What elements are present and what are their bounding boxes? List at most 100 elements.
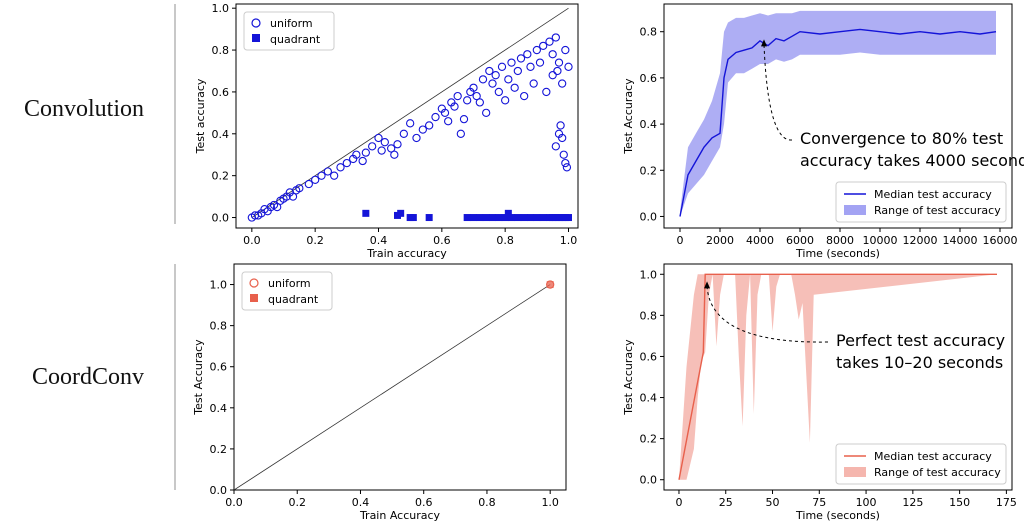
y-tick-label: 0.0	[640, 210, 658, 223]
legend-marker-quadrant	[252, 34, 260, 42]
legend-marker-range	[844, 467, 866, 477]
point-uniform	[539, 41, 548, 51]
legend-label-quadrant: quadrant	[268, 293, 319, 306]
x-tick-label: 0.6	[415, 496, 433, 509]
x-tick-label: 100	[856, 496, 877, 509]
point-uniform	[469, 83, 478, 92]
y-tick-label: 0.2	[640, 433, 658, 446]
plot-frame	[233, 263, 567, 491]
point-quadrant	[533, 214, 541, 222]
x-tick-label: 0.2	[288, 496, 306, 509]
point-uniform	[482, 108, 491, 118]
point-uniform	[418, 125, 427, 134]
point-uniform	[516, 54, 526, 63]
x-tick-label: 0.4	[370, 234, 388, 247]
legend-box	[241, 271, 333, 311]
chart-coord_scatter: 0.0 0.2 0.4 0.6 0.8 1.0 0.0 0.2 0.4 0.6 0.8 1.0 Trai…	[192, 263, 567, 522]
y-tick-label: 0.8	[640, 26, 658, 39]
point-uniform	[551, 142, 560, 151]
plot-frame	[663, 3, 1013, 229]
point-uniform	[368, 142, 377, 151]
x-tick-label: 16000	[983, 234, 1018, 247]
point-uniform	[330, 171, 339, 180]
chart-conv_time: 0 2000 4000 6000 8000 10000 12000 14000 16000 0.0…	[622, 3, 1024, 260]
plot-area	[234, 280, 555, 490]
point-quadrant	[463, 214, 471, 222]
point-uniform	[485, 66, 494, 76]
point-uniform	[497, 62, 507, 71]
point-uniform	[564, 62, 573, 71]
y-tick-label: 0.6	[640, 72, 658, 85]
point-uniform	[311, 175, 320, 185]
plot-frame	[663, 263, 1013, 491]
point-quadrant	[489, 214, 496, 222]
point-uniform	[535, 58, 545, 67]
point-uniform	[561, 45, 570, 55]
point-uniform	[406, 119, 415, 128]
annotation-text: Convergence to 80% test	[800, 129, 1003, 148]
annotation-arrowhead	[761, 39, 767, 47]
plot-area	[678, 273, 997, 480]
point-uniform	[377, 146, 386, 155]
point-uniform	[342, 158, 351, 168]
y-tick-label: 1.0	[212, 2, 230, 15]
point-uniform	[463, 96, 472, 105]
y-tick-label: 0.8	[212, 44, 230, 57]
range-band	[680, 10, 996, 217]
row-divider-top	[174, 4, 176, 224]
point-uniform	[553, 66, 562, 76]
median-line	[678, 273, 997, 480]
point-uniform	[513, 66, 522, 76]
x-tick-label: 1.0	[560, 234, 578, 247]
point-uniform	[523, 50, 532, 59]
x-tick-label: 1.0	[541, 496, 559, 509]
x-tick-label: 10000	[863, 234, 898, 247]
point-quadrant	[514, 214, 522, 222]
point-uniform	[478, 75, 488, 84]
point-uniform	[542, 87, 551, 97]
annotation-text: takes 10–20 seconds	[836, 353, 1003, 372]
x-tick-label: 2000	[706, 234, 734, 247]
x-tick-label: 0.0	[243, 234, 261, 247]
x-tick-label: 150	[949, 496, 970, 509]
point-quadrant	[362, 209, 370, 217]
annotation-text: accuracy takes 4000 seconds	[800, 151, 1024, 170]
x-tick-label: 0	[675, 496, 682, 509]
y-tick-label: 0.0	[212, 212, 230, 225]
point-uniform	[559, 150, 568, 159]
point-quadrant	[409, 214, 417, 222]
point-uniform	[390, 150, 399, 159]
point-uniform	[548, 50, 557, 59]
point-uniform	[554, 129, 564, 138]
y-tick-label: 0.0	[210, 484, 228, 497]
x-tick-label: 0.2	[306, 234, 324, 247]
x-tick-label: 4000	[746, 234, 774, 247]
legend-marker-range	[844, 205, 866, 215]
x-tick-label: 0	[677, 234, 684, 247]
legend-label-quadrant: quadrant	[270, 33, 321, 46]
point-uniform	[551, 33, 560, 42]
point-uniform	[444, 117, 453, 126]
annotation-arrow	[763, 44, 793, 141]
point-uniform	[494, 87, 503, 97]
range-band	[679, 274, 997, 480]
point-quadrant	[501, 214, 509, 222]
plot-area	[247, 7, 573, 222]
point-quadrant	[476, 214, 484, 222]
y-tick-label: 0.4	[640, 118, 658, 131]
point-uniform	[352, 150, 361, 159]
point-uniform	[561, 158, 570, 168]
point-uniform	[491, 71, 500, 80]
point-uniform	[532, 45, 541, 55]
point-uniform	[562, 163, 572, 172]
point-uniform	[501, 96, 510, 105]
point-quadrant	[508, 214, 515, 222]
point-uniform	[380, 138, 389, 147]
legend-label-median: Median test accuracy	[874, 188, 992, 201]
point-quadrant	[565, 214, 572, 222]
legend-label-range: Range of test accuracy	[874, 204, 1001, 217]
point-uniform	[546, 280, 555, 289]
x-tick-label: 8000	[826, 234, 854, 247]
point-uniform	[393, 140, 402, 149]
legend-box	[835, 443, 1007, 485]
